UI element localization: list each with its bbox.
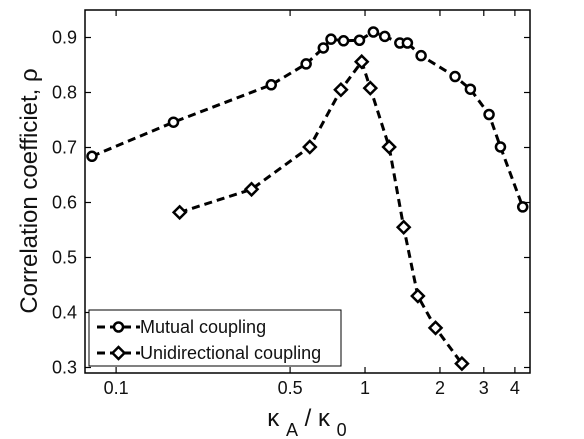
mutual-point-13 (449, 70, 461, 83)
legend: Mutual coupling Unidirectional coupling (88, 309, 342, 367)
x-axis-label-separator: / (305, 405, 318, 432)
x-tick-label-1: 0.5 (278, 378, 303, 398)
unidirectional-point-1 (243, 181, 260, 198)
unidirectional-point-3 (333, 81, 349, 98)
y-tick-label-0: 0.3 (52, 358, 77, 378)
mutual-point-3 (300, 58, 312, 70)
mutual-point-4 (317, 42, 330, 54)
mutual-point-6 (337, 35, 350, 47)
legend-box (88, 309, 342, 367)
unidirectional-point-9 (427, 320, 444, 336)
x-axis-label-sub-2: 0 (337, 420, 347, 439)
series-unidirectional (171, 53, 470, 372)
mutual-point-5 (325, 33, 337, 45)
mutual-point-14 (464, 83, 477, 95)
x-tick-label-2: 1 (360, 378, 370, 398)
unidirectional-point-0 (171, 204, 188, 221)
legend-label-mutual: Mutual coupling (140, 317, 266, 337)
y-tick-label-2: 0.5 (52, 248, 77, 268)
y-tick-label-4: 0.7 (52, 138, 77, 158)
mutual-point-8 (367, 26, 380, 38)
mutual-point-2 (265, 79, 277, 91)
legend-label-unidirectional: Unidirectional coupling (140, 343, 321, 363)
x-axis-label-sub: A (286, 420, 298, 439)
unidirectional-point-6 (381, 139, 397, 155)
mutual-point-16 (494, 141, 507, 153)
unidirectional-point-5 (362, 80, 379, 96)
unidirectional-point-8 (410, 288, 426, 304)
mutual-point-9 (378, 30, 391, 43)
mutual-point-1 (167, 116, 180, 128)
x-axis-label: κ A / κ 0 (267, 405, 346, 439)
unidirectional-point-10 (454, 355, 470, 372)
y-tick-label-1: 0.4 (52, 303, 77, 323)
legend-marker-mutual (112, 321, 125, 333)
series-layer (86, 26, 529, 372)
x-tick-label-3: 2 (435, 378, 445, 398)
mutual-point-12 (415, 49, 427, 62)
x-axis-label-main: κ (267, 405, 280, 432)
unidirectional-point-7 (395, 219, 412, 236)
x-axis-label-main-2: κ (318, 405, 331, 432)
mutual-point-11 (401, 37, 414, 49)
series-mutual (86, 26, 529, 213)
mutual-point-17 (516, 201, 529, 213)
mutual-point-7 (353, 34, 366, 46)
y-axis-label: Correlation coefficiet, ρ (16, 68, 43, 313)
mutual-point-0 (86, 150, 98, 163)
x-tick-label-0: 0.1 (104, 378, 129, 398)
unidirectional-point-4 (353, 53, 370, 70)
legend-marker-unidirectional (110, 345, 127, 361)
plot-frame (84, 9, 531, 374)
x-tick-label-5: 4 (510, 378, 520, 398)
y-tick-label-5: 0.8 (52, 83, 77, 103)
y-tick-label-3: 0.6 (52, 193, 77, 213)
ticks-layer: 0.1 0.5 1 2 3 4 0.3 0.4 0.5 0.6 0.7 0.8 0.9 (52, 10, 530, 398)
x-tick-label-4: 3 (479, 378, 489, 398)
unidirectional-point-2 (302, 139, 318, 155)
mutual-point-15 (483, 108, 495, 121)
y-tick-label-6: 0.9 (52, 28, 77, 48)
